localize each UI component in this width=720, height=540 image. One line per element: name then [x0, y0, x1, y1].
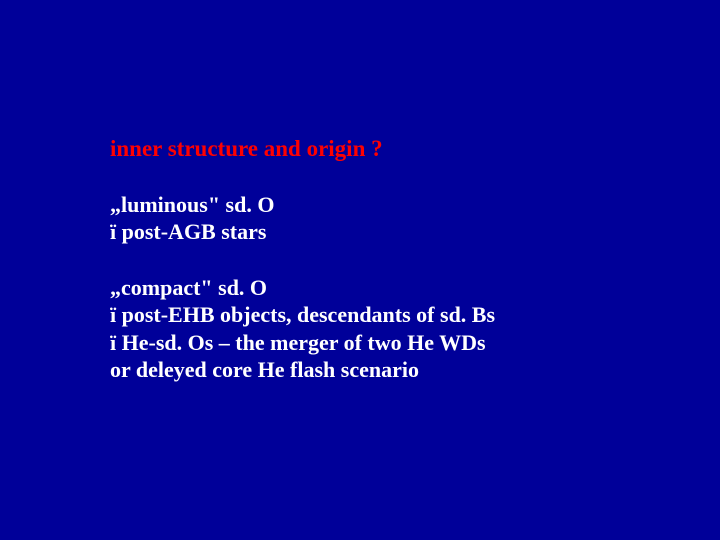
block-luminous: „luminous" sd. O ï post-AGB stars — [110, 191, 660, 246]
block-line: ï post-EHB objects, descendants of sd. B… — [110, 301, 660, 329]
slide-body: inner structure and origin ? „luminous" … — [0, 0, 720, 540]
block-line: ï post-AGB stars — [110, 218, 660, 246]
block-line: ï He-sd. Os – the merger of two He WDs — [110, 329, 660, 357]
block-heading: „compact" sd. O — [110, 274, 660, 302]
block-line: or deleyed core He flash scenario — [110, 356, 660, 384]
block-compact: „compact" sd. O ï post-EHB objects, desc… — [110, 274, 660, 384]
block-heading: „luminous" sd. O — [110, 191, 660, 219]
slide-title: inner structure and origin ? — [110, 135, 660, 163]
